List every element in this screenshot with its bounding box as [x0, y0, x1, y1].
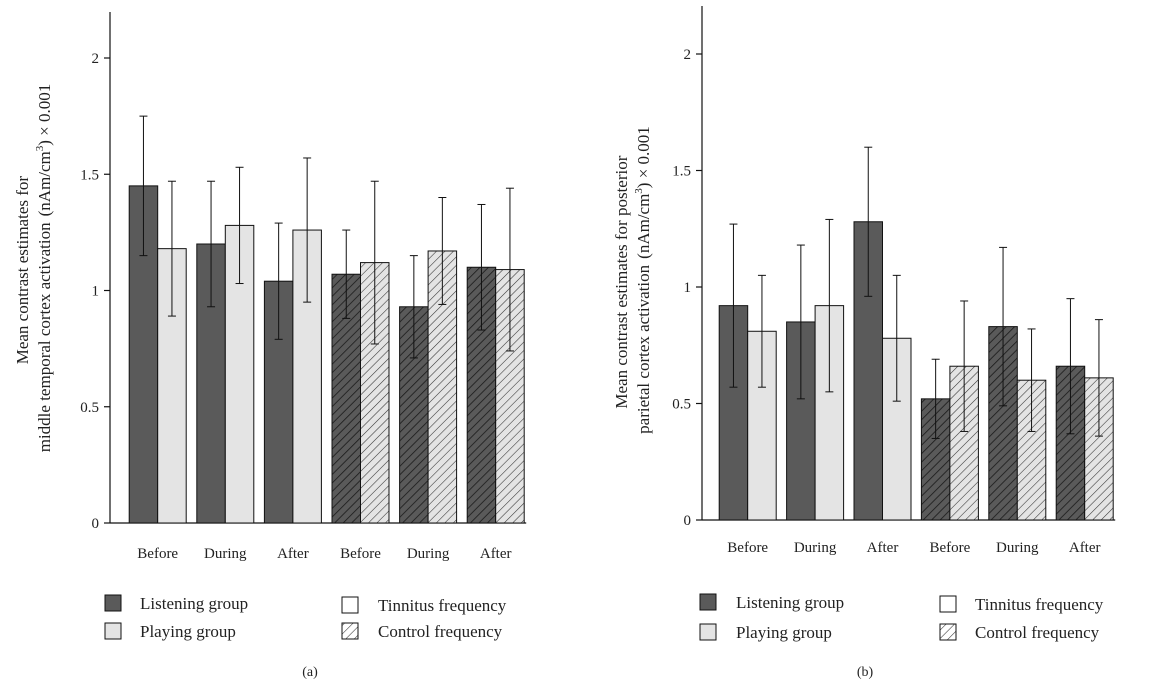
- x-tick-label-b-4: Before: [929, 540, 970, 556]
- x-tick-label-b-1: Before: [727, 540, 768, 556]
- legend-a-label-control: Control frequency: [378, 622, 503, 641]
- legend-b-label-tinnitus: Tinnitus frequency: [975, 595, 1104, 614]
- legend-b-swatch-listening: [699, 593, 717, 611]
- legend-a-swatch-tinnitus: [341, 596, 359, 614]
- x-tick-label-a-6: After: [480, 546, 512, 562]
- y-tick-label-b: 0: [684, 513, 692, 529]
- y-tick-label-a: 0: [92, 516, 100, 532]
- legend-b-label-listening: Listening group: [736, 593, 844, 612]
- x-tick-label-b-6: After: [1069, 540, 1101, 556]
- legend-b: Listening group Playing group Tinnitus f…: [699, 593, 1104, 642]
- x-tick-label-a-3: After: [277, 546, 309, 562]
- y-tick-label-b: 1: [684, 280, 692, 296]
- y-tick-label-a: 1: [92, 284, 100, 300]
- legend-a-swatch-listening: [104, 594, 122, 612]
- legend-a-label-listening: Listening group: [140, 594, 248, 613]
- y-axis-label-b: Mean contrast estimates for posterior pa…: [612, 126, 653, 434]
- legend-b-swatch-control: [939, 623, 957, 641]
- legend-a-swatch-playing: [104, 622, 122, 640]
- chart-panel-b: Mean contrast estimates for posterior pa…: [612, 6, 1116, 680]
- chart-panel-a: Mean contrast estimates for middle tempo…: [13, 12, 527, 680]
- x-tick-label-b-2: During: [794, 540, 837, 556]
- x-tick-label-a-2: During: [204, 546, 247, 562]
- panel-label-b: (b): [857, 665, 874, 680]
- y-tick-label-a: 0.5: [80, 400, 99, 416]
- legend-b-swatch-playing: [699, 623, 717, 641]
- x-tick-label-a-5: During: [407, 546, 450, 562]
- y-tick-label-a: 1.5: [80, 167, 99, 183]
- x-tick-label-a-4: Before: [340, 546, 381, 562]
- legend-a-label-tinnitus: Tinnitus frequency: [378, 596, 507, 615]
- legend-a: Listening group Playing group Tinnitus f…: [104, 594, 507, 641]
- y-tick-label-a: 2: [92, 51, 100, 67]
- legend-b-label-control: Control frequency: [975, 623, 1100, 642]
- y-tick-label-b: 1.5: [672, 164, 691, 180]
- legend-b-label-playing: Playing group: [736, 623, 832, 642]
- legend-a-label-playing: Playing group: [140, 622, 236, 641]
- x-tick-label-a-1: Before: [137, 546, 178, 562]
- panel-label-a: (a): [302, 665, 318, 680]
- y-axis-label-a: Mean contrast estimates for middle tempo…: [13, 84, 54, 453]
- y-tick-label-b: 0.5: [672, 397, 691, 413]
- x-tick-label-b-3: After: [867, 540, 899, 556]
- y-tick-label-b: 2: [684, 47, 692, 63]
- x-tick-label-b-5: During: [996, 540, 1039, 556]
- legend-a-swatch-control: [341, 622, 359, 640]
- legend-b-swatch-tinnitus: [939, 595, 957, 613]
